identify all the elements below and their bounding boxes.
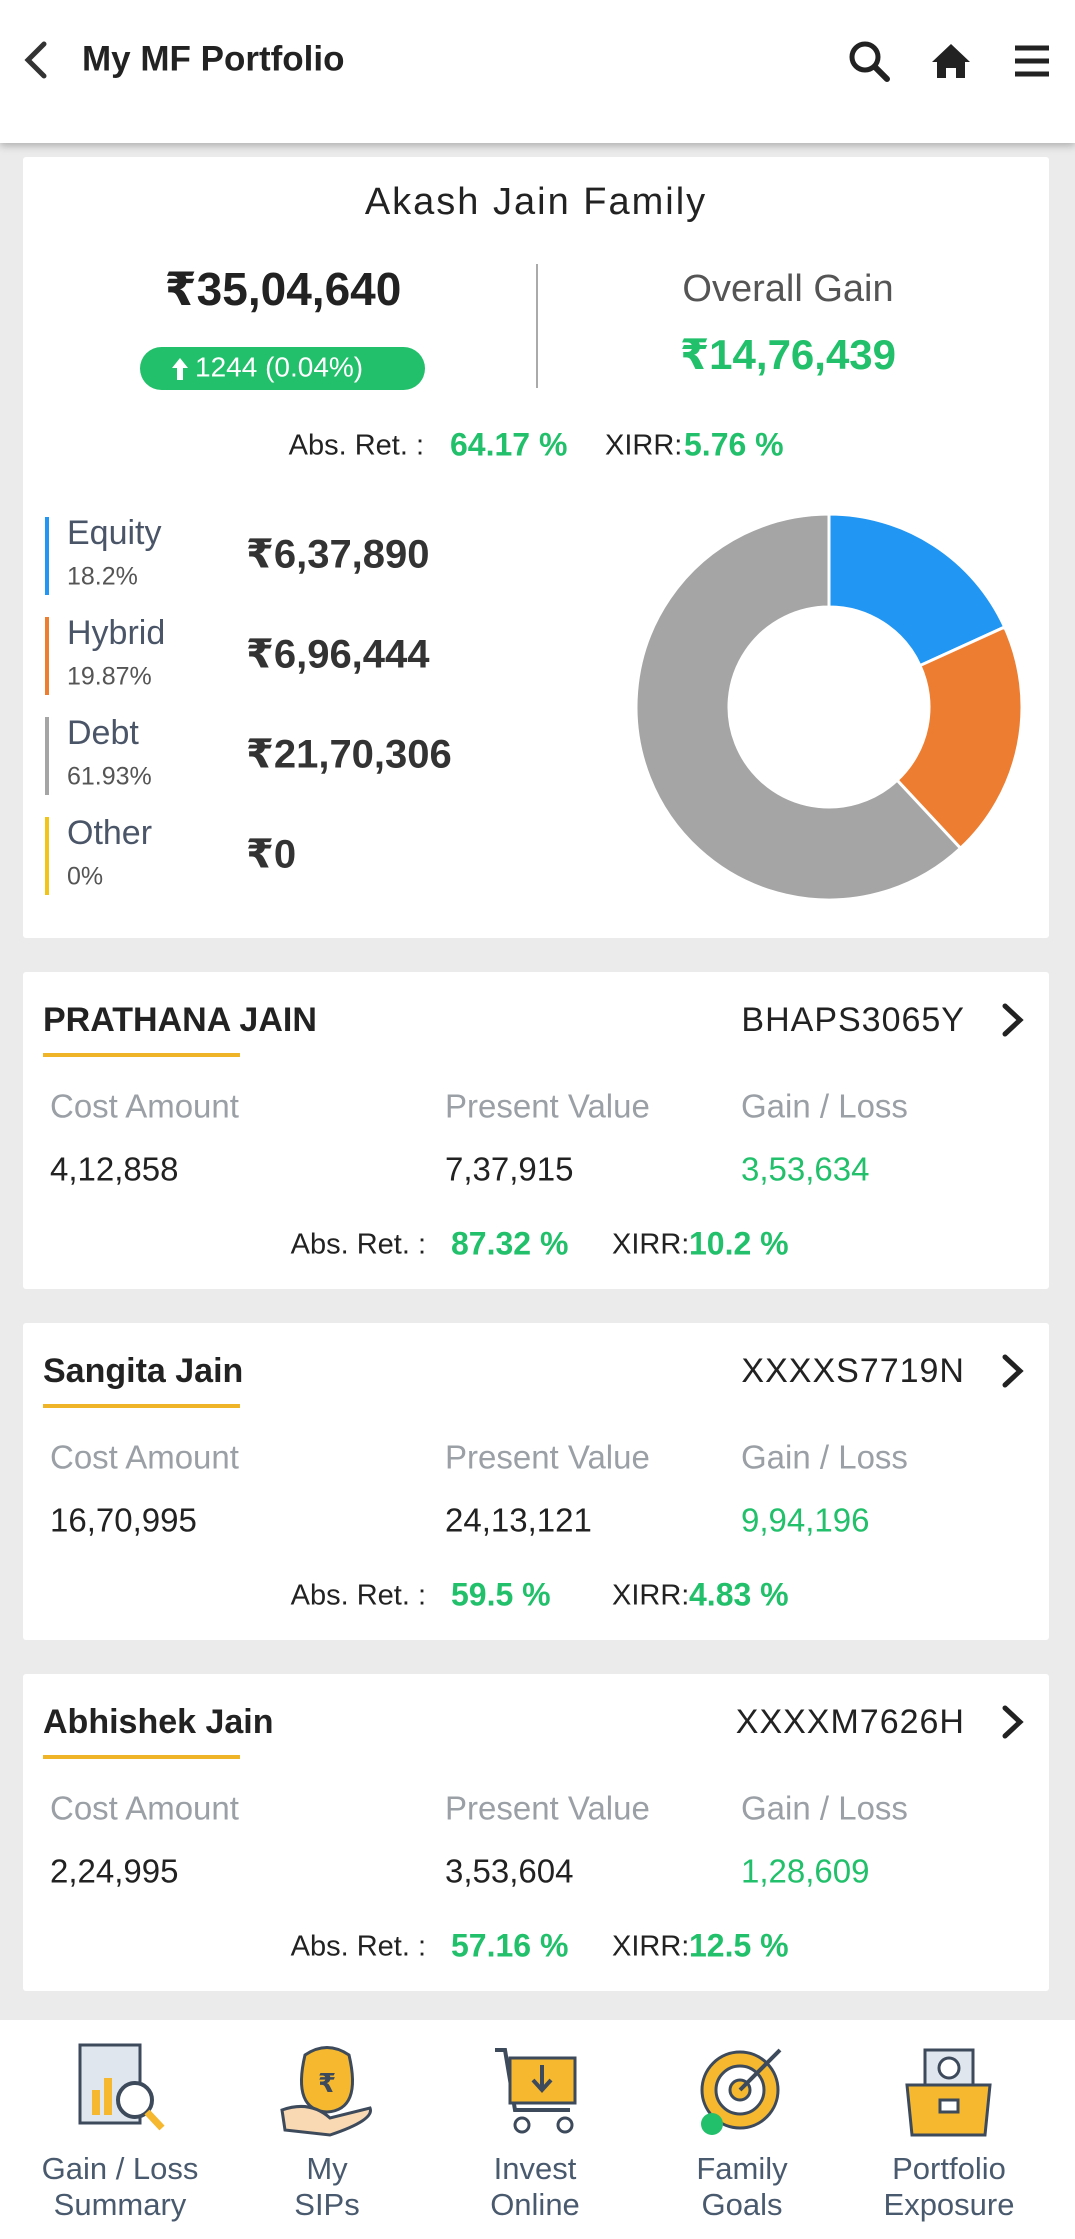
legend-percent: 0% [67,863,103,891]
nav-label[interactable]: Invest [494,2151,577,2186]
name-underline [43,1053,240,1057]
xirr-label: XIRR: [612,1931,689,1963]
legend-amount: ₹21,70,306 [246,733,452,777]
donut-segment [634,512,963,902]
nav-label[interactable]: Exposure [884,2187,1015,2222]
column-label: Present Value [445,1439,650,1476]
xirr-value: 10.2 % [689,1225,789,1261]
abs-ret-value: 57.16 % [451,1927,568,1963]
legend-bar [45,617,49,695]
nav-label[interactable]: Goals [702,2187,783,2222]
member-card[interactable] [23,972,1049,1289]
column-value: 3,53,634 [741,1151,869,1188]
search-button[interactable] [849,41,890,82]
column-label: Present Value [445,1790,650,1827]
chevron[interactable] [1002,1354,1024,1388]
column-label: Cost Amount [50,1439,239,1476]
xirr-value: 4.83 % [689,1576,789,1612]
member-pan: XXXXM7626H [736,1703,965,1741]
exposure-icon[interactable] [905,2048,992,2137]
legend-bar [45,517,49,595]
legend-bar [45,717,49,795]
nav-label[interactable]: SIPs [294,2187,359,2222]
chevron[interactable] [1002,1003,1024,1037]
nav-label[interactable]: Online [490,2187,580,2222]
member-pan: BHAPS3065Y [741,1001,965,1039]
donut-segment [895,625,1024,851]
abs-ret-label: Abs. Ret. : [291,1229,426,1261]
legend-percent: 61.93% [67,763,152,791]
legend-amount: ₹6,96,444 [246,633,430,677]
xirr-value: 12.5 % [689,1927,789,1963]
xirr-label: XIRR: [612,1229,689,1261]
column-value: 24,13,121 [445,1502,592,1539]
xirr-value: 5.76 % [684,426,784,462]
legend-label: Hybrid [67,614,165,652]
chevron[interactable] [1002,1705,1024,1739]
column-label: Gain / Loss [741,1790,908,1827]
legend-percent: 19.87% [67,663,152,691]
app-bar [0,0,1075,143]
gain-loss-icon[interactable] [78,2043,165,2131]
legend-label: Other [67,814,152,852]
up-arrow [172,358,188,380]
legend-amount: ₹6,37,890 [246,533,430,577]
column-value: 7,37,915 [445,1151,573,1188]
goals-icon[interactable] [700,2048,782,2135]
nav-label[interactable]: Summary [54,2187,187,2222]
name-underline [43,1755,240,1759]
column-value: 16,70,995 [50,1502,197,1539]
xirr-label: XIRR: [605,430,682,462]
column-label: Gain / Loss [741,1088,908,1125]
back-button[interactable] [24,41,47,79]
invest-icon[interactable] [495,2048,577,2134]
overall-gain-label: Overall Gain [682,268,893,310]
column-value: 9,94,196 [741,1502,869,1539]
sips-icon[interactable]: ₹ [280,2046,372,2137]
page-title: My MF Portfolio [82,39,344,78]
menu-button[interactable] [1015,45,1049,77]
legend-bar [45,817,49,895]
abs-ret-value: 59.5 % [451,1576,551,1612]
column-value: 3,53,604 [445,1853,573,1890]
member-name: PRATHANA JAIN [43,1001,317,1039]
nav-label[interactable]: Family [696,2151,788,2186]
nav-label[interactable]: My [306,2151,348,2186]
member-card[interactable] [23,1323,1049,1640]
member-name: Sangita Jain [43,1352,243,1390]
nav-label[interactable]: Gain / Loss [42,2151,199,2186]
column-value: 2,24,995 [50,1853,178,1890]
legend-percent: 18.2% [67,563,138,591]
abs-ret-value: 64.17 % [450,426,567,462]
change-value: 1244 (0.04%) [195,351,363,382]
svg-text:₹: ₹ [318,2068,336,2098]
xirr-label: XIRR: [612,1580,689,1612]
abs-ret-label: Abs. Ret. : [289,430,424,462]
name-underline [43,1404,240,1408]
column-value: 1,28,609 [741,1853,869,1890]
donut-segment [827,512,1007,668]
family-name: Akash Jain Family [365,181,707,223]
column-label: Present Value [445,1088,650,1125]
nav-label[interactable]: Portfolio [892,2151,1006,2186]
abs-ret-label: Abs. Ret. : [291,1580,426,1612]
column-label: Gain / Loss [741,1439,908,1476]
overall-gain-value: ₹14,76,439 [680,331,896,378]
home-button[interactable] [932,44,970,78]
legend-label: Equity [67,514,162,552]
abs-ret-value: 87.32 % [451,1225,568,1261]
member-card[interactable] [23,1674,1049,1991]
column-label: Cost Amount [50,1790,239,1827]
column-label: Cost Amount [50,1088,239,1125]
total-value: ₹35,04,640 [165,263,402,315]
member-name: Abhishek Jain [43,1703,274,1741]
legend-label: Debt [67,714,139,752]
legend-amount: ₹0 [246,833,296,877]
member-pan: XXXXS7719N [741,1352,965,1390]
abs-ret-label: Abs. Ret. : [291,1931,426,1963]
change-pill [140,347,425,390]
column-value: 4,12,858 [50,1151,178,1188]
